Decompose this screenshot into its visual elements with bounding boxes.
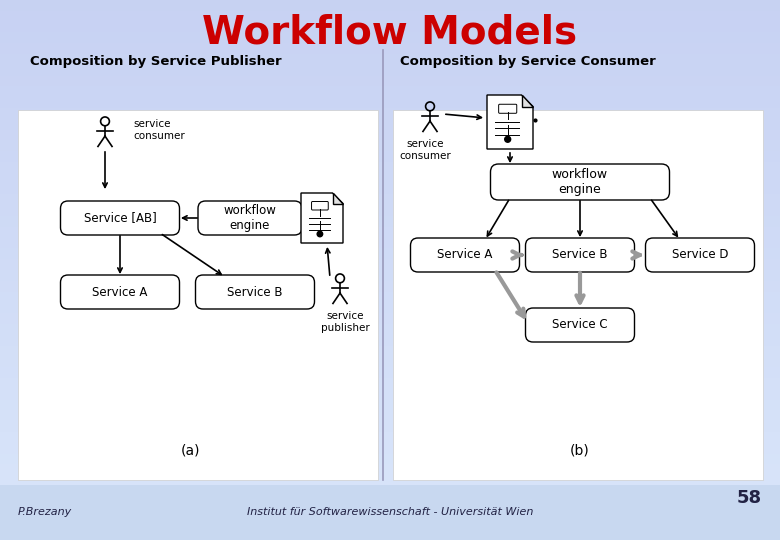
Bar (0, 216, 780, 227)
Bar (0, 464, 780, 475)
Bar (0, 421, 780, 432)
Bar (0, 485, 780, 540)
FancyBboxPatch shape (410, 238, 519, 272)
Bar (0, 65, 780, 76)
Text: Composition by Service Publisher: Composition by Service Publisher (30, 56, 282, 69)
FancyBboxPatch shape (198, 201, 302, 235)
Bar (0, 22, 780, 32)
FancyBboxPatch shape (491, 164, 669, 200)
Text: (a): (a) (180, 443, 200, 457)
Bar (0, 529, 780, 540)
FancyBboxPatch shape (61, 275, 179, 309)
Bar (0, 162, 780, 173)
FancyBboxPatch shape (526, 308, 634, 342)
Circle shape (317, 231, 323, 237)
Text: P.Brezany: P.Brezany (18, 507, 73, 517)
Bar (0, 443, 780, 454)
Bar (0, 378, 780, 389)
Text: workflow
engine: workflow engine (552, 167, 608, 197)
Bar (0, 518, 780, 529)
Bar (0, 227, 780, 238)
Bar (0, 367, 780, 378)
Bar (0, 432, 780, 443)
Text: workflow
engine: workflow engine (224, 204, 276, 233)
Bar (0, 205, 780, 216)
Bar (0, 76, 780, 86)
Bar (0, 454, 780, 464)
Bar (0, 486, 780, 497)
Bar (0, 292, 780, 302)
Bar (0, 270, 780, 281)
Bar (0, 259, 780, 270)
Bar (0, 97, 780, 108)
Bar (0, 356, 780, 367)
Text: service
consumer: service consumer (133, 119, 185, 141)
Text: Workflow Models: Workflow Models (203, 13, 577, 51)
Text: 58: 58 (737, 489, 762, 507)
Text: Institut für Softwarewissenschaft - Universität Wien: Institut für Softwarewissenschaft - Univ… (246, 507, 534, 517)
Bar (0, 86, 780, 97)
Bar (0, 497, 780, 508)
Text: Service A: Service A (438, 248, 493, 261)
Bar (0, 324, 780, 335)
Bar (0, 54, 780, 65)
FancyBboxPatch shape (646, 238, 754, 272)
Bar (0, 313, 780, 324)
Bar (0, 389, 780, 400)
Polygon shape (522, 95, 533, 106)
Bar (0, 130, 780, 140)
Bar (0, 335, 780, 346)
Polygon shape (332, 193, 343, 204)
Bar (0, 140, 780, 151)
Bar (0, 119, 780, 130)
Bar (0, 400, 780, 410)
Bar (18, 110, 378, 480)
Bar (0, 194, 780, 205)
Bar (0, 475, 780, 486)
FancyBboxPatch shape (61, 201, 179, 235)
Bar (393, 110, 763, 480)
Bar (0, 184, 780, 194)
Bar (0, 238, 780, 248)
FancyBboxPatch shape (196, 275, 314, 309)
Polygon shape (487, 95, 533, 149)
Text: Service D: Service D (672, 248, 729, 261)
Bar (0, 346, 780, 356)
Text: Service B: Service B (227, 286, 282, 299)
Bar (0, 43, 780, 54)
Bar (0, 248, 780, 259)
Text: Service B: Service B (552, 248, 608, 261)
Bar (0, 302, 780, 313)
Bar (0, 0, 780, 11)
Text: service
publisher: service publisher (321, 311, 370, 333)
Text: (b): (b) (570, 443, 590, 457)
Text: Service A: Service A (92, 286, 147, 299)
Polygon shape (301, 193, 343, 243)
Text: service
consumer: service consumer (399, 139, 451, 161)
Bar (0, 151, 780, 162)
Bar (0, 410, 780, 421)
Bar (0, 108, 780, 119)
FancyBboxPatch shape (526, 238, 634, 272)
Circle shape (505, 136, 511, 142)
Text: Service [AB]: Service [AB] (83, 212, 156, 225)
Bar (0, 11, 780, 22)
Text: Service C: Service C (552, 319, 608, 332)
Bar (0, 281, 780, 292)
Bar (0, 508, 780, 518)
Text: Composition by Service Consumer: Composition by Service Consumer (400, 56, 656, 69)
Bar (0, 32, 780, 43)
Bar (0, 173, 780, 184)
